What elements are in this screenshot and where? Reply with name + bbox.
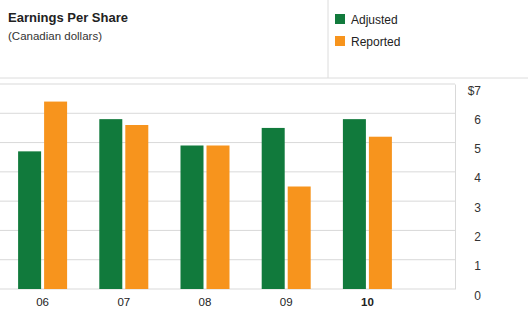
- y-tick-label: 3: [474, 201, 481, 215]
- y-tick-label: 6: [474, 113, 481, 127]
- y-tick-label: 5: [474, 142, 481, 156]
- x-tick-label: 09: [280, 296, 293, 308]
- y-tick-label: 1: [474, 259, 481, 273]
- y-tick: 1: [455, 259, 481, 273]
- chart: Earnings Per Share (Canadian dollars) Adju…: [0, 0, 528, 323]
- bar: [18, 151, 41, 289]
- bar: [207, 146, 230, 290]
- y-tick: $7: [455, 84, 481, 98]
- grid-line: [0, 84, 455, 85]
- legend: Adjusted Reported: [335, 13, 400, 49]
- x-tick: 08: [199, 289, 212, 308]
- x-tick-label: 07: [117, 296, 130, 308]
- legend-label: Reported: [351, 35, 400, 49]
- y-tick: 2: [455, 230, 481, 244]
- y-tick-label: 2: [474, 230, 481, 244]
- x-tick: 10: [361, 289, 374, 308]
- bar: [99, 119, 122, 289]
- bar: [369, 137, 392, 289]
- bars: [18, 102, 392, 289]
- bar: [343, 119, 366, 289]
- x-axis: 06 07 08 09 10: [36, 289, 374, 308]
- y-tick: 5: [455, 142, 481, 156]
- y-tick-label: 4: [474, 171, 481, 185]
- legend-divider: [328, 0, 329, 78]
- y-tick: 3: [455, 201, 481, 215]
- bar: [262, 128, 285, 289]
- y-axis: 0 1 2 3 4 5 6 $7: [455, 84, 481, 303]
- bar: [44, 102, 67, 289]
- x-tick-label: 10: [361, 296, 374, 308]
- legend-label: Adjusted: [351, 13, 398, 27]
- bar: [288, 187, 311, 290]
- y-tick: 4: [455, 171, 481, 185]
- x-tick: 09: [280, 289, 293, 308]
- y-tick-label: $7: [468, 84, 482, 98]
- header-separator: [0, 78, 528, 79]
- x-tick-label: 06: [36, 296, 49, 308]
- bar: [125, 125, 148, 289]
- y-tick: 0: [455, 289, 481, 303]
- bar: [181, 146, 204, 290]
- y-tick: 6: [455, 113, 481, 127]
- x-tick: 06: [36, 289, 49, 308]
- x-tick-label: 08: [199, 296, 212, 308]
- y-tick-label: 0: [474, 289, 481, 303]
- legend-swatch: [335, 36, 345, 46]
- grid: [0, 84, 455, 289]
- legend-swatch: [335, 14, 345, 24]
- x-tick: 07: [117, 289, 130, 308]
- grid-line: [0, 113, 455, 114]
- subtitle: (Canadian dollars): [8, 30, 102, 42]
- title: Earnings Per Share: [8, 10, 128, 25]
- y-axis-line: [455, 85, 456, 290]
